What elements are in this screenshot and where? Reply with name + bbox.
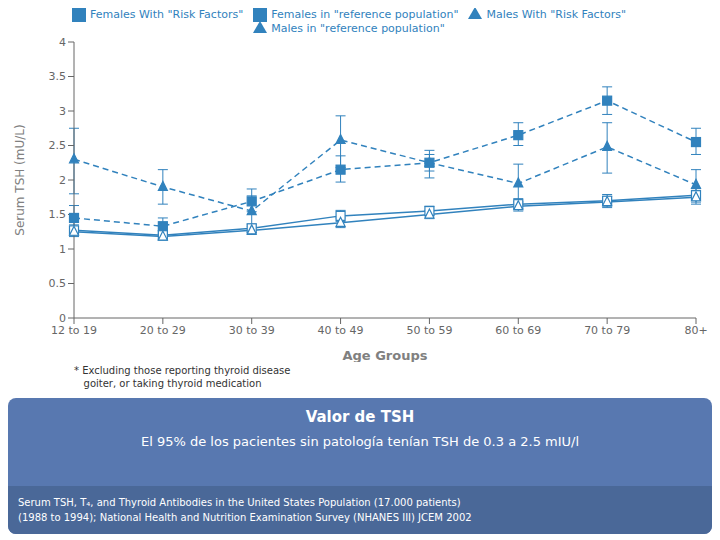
- svg-text:4: 4: [59, 36, 66, 49]
- html-text:Males With "Risk Factors": Males With "Risk Factors": [486, 8, 626, 21]
- html-text:* Excluding those reporting th: * Excluding those reporting thyroid dise…: [74, 365, 291, 376]
- html-text:Valor de TSH: Valor de TSH: [305, 408, 415, 426]
- svg-text:20 to 29: 20 to 29: [140, 324, 186, 337]
- svg-text:2: 2: [59, 174, 66, 187]
- svg-text:3: 3: [59, 105, 66, 118]
- html-text:Females With "Risk Factors": Females With "Risk Factors": [90, 8, 244, 21]
- svg-text:Age Groups: Age Groups: [342, 348, 427, 362]
- html-text:(1988 to 1994); National Healt: (1988 to 1994); National Health and Nutr…: [18, 512, 472, 523]
- svg-text:30 to 39: 30 to 39: [229, 324, 275, 337]
- svg-text:Serum TSH (mU/L): Serum TSH (mU/L): [13, 124, 27, 235]
- svg-text:0: 0: [59, 312, 66, 325]
- html-text:goiter, or taking thyroid medi: goiter, or taking thyroid medication: [74, 378, 262, 389]
- svg-text:40 to 49: 40 to 49: [318, 324, 364, 337]
- html-text:El 95% de los pacientes sin pa: El 95% de los pacientes sin patología te…: [141, 434, 579, 449]
- svg-text:12 to 19: 12 to 19: [51, 324, 97, 337]
- svg-text:2.5: 2.5: [49, 139, 67, 152]
- svg-text:80+: 80+: [684, 324, 707, 337]
- html-text:Females in "reference populati: Females in "reference population": [271, 8, 459, 21]
- svg-text:70 to 79: 70 to 79: [584, 324, 630, 337]
- svg-text:3.5: 3.5: [49, 70, 67, 83]
- svg-text:0.5: 0.5: [49, 277, 67, 290]
- html-text:Serum TSH, T₄, and Thyroid Ant: Serum TSH, T₄, and Thyroid Antibodies in…: [18, 497, 461, 508]
- svg-text:50 to 59: 50 to 59: [406, 324, 452, 337]
- html-text:Males in "reference population: Males in "reference population": [271, 22, 445, 35]
- svg-text:60 to 69: 60 to 69: [495, 324, 541, 337]
- svg-text:1.5: 1.5: [49, 208, 67, 221]
- svg-text:1: 1: [59, 243, 66, 256]
